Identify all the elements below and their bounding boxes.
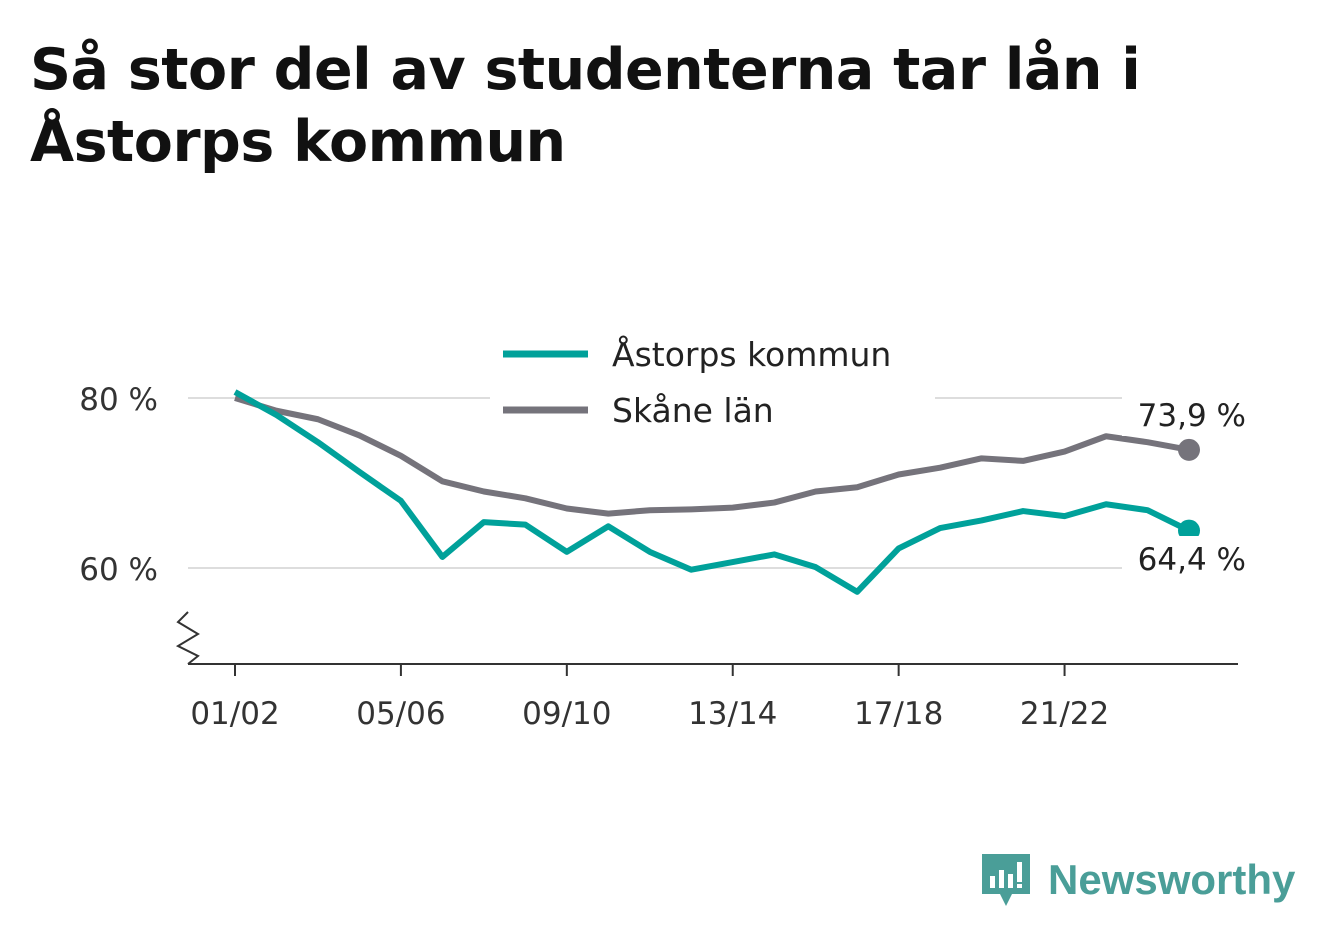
x-tick-label: 09/10 (522, 696, 611, 732)
legend-label: Skåne län (612, 391, 774, 430)
newsworthy-logo[interactable]: Newsworthy (980, 850, 1295, 910)
end-label: 73,9 % (1138, 398, 1246, 434)
chart-title: Så stor del av studenterna tar lån i Åst… (30, 37, 1141, 175)
axis-break-mark (175, 611, 200, 665)
newsworthy-icon (982, 854, 1030, 906)
y-axis: 60 % 80 % (79, 382, 200, 665)
brand-name: Newsworthy (1048, 856, 1296, 903)
end-label-background (1122, 392, 1252, 436)
legend-background (490, 330, 935, 440)
end-label: 64,4 % (1138, 542, 1246, 578)
x-tick-label: 21/22 (1020, 696, 1109, 732)
x-tick-label: 01/02 (190, 696, 279, 732)
end-labels: 64,4 % 73,9 % (1122, 392, 1252, 580)
x-tick-label: 05/06 (356, 696, 445, 732)
end-point (1178, 438, 1200, 461)
x-axis: 01/02 05/06 09/10 13/14 17/18 21/22 (188, 663, 1238, 732)
series-line-skane (234, 395, 1190, 517)
end-label-background (1122, 536, 1252, 580)
series-line-astorp (233, 389, 1191, 595)
x-tick-label: 13/14 (688, 696, 777, 732)
legend: Åstorps kommun Skåne län (490, 330, 935, 440)
y-tick-label: 60 % (79, 552, 158, 588)
y-tick-label: 80 % (79, 382, 158, 418)
legend-label: Åstorps kommun (612, 334, 891, 374)
x-tick-label: 17/18 (854, 696, 943, 732)
